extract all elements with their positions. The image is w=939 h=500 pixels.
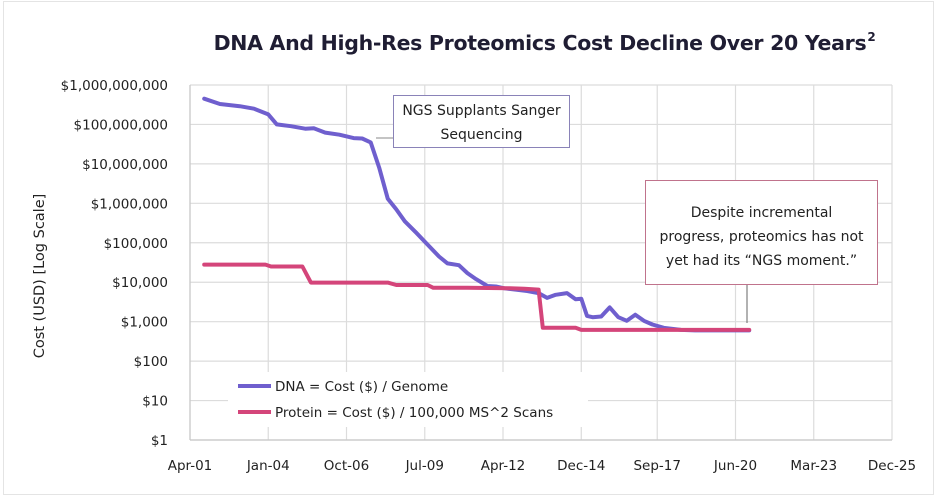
ngs-annotation-line2: Sequencing — [440, 127, 523, 143]
x-tick-label: Oct-06 — [324, 458, 369, 474]
legend: DNA = Cost ($) / Genome Protein = Cost ($… — [228, 372, 588, 427]
x-tick-label: Apr-01 — [168, 458, 213, 474]
y-tick-label: $1,000,000 — [91, 196, 168, 212]
ngs-annotation-box: NGS Supplants Sanger Sequencing — [393, 95, 570, 148]
chart-title: DNA And High-Res Proteomics Cost Decline… — [0, 30, 939, 55]
x-tick-label: Jan-04 — [246, 458, 290, 474]
proteomics-annotation-line2: progress, proteomics has not — [659, 229, 864, 245]
x-tick-label: Mar-23 — [790, 458, 837, 474]
y-tick-label: $100,000 — [104, 236, 168, 252]
legend-label-protein: Protein = Cost ($) / 100,000 MS^2 Scans — [275, 405, 553, 421]
proteomics-annotation-line3: yet had its “NGS moment.” — [665, 253, 858, 269]
series-lines — [202, 96, 752, 333]
y-tick-label: $1 — [151, 433, 168, 449]
y-axis-ticks: $1 $10 $100 $1,000 $10,000 $100,000 $1,000,000… — [61, 78, 168, 449]
proteomics-annotation-box: Despite incremental progress, proteomics… — [645, 180, 878, 285]
chart-title-text: DNA And High-Res Proteomics Cost Decline… — [213, 31, 867, 55]
title-footnote-marker: 2 — [867, 30, 876, 44]
y-tick-label: $1,000,000,000 — [61, 78, 168, 94]
y-tick-label: $10 — [142, 394, 168, 410]
x-tick-label: Sep-17 — [633, 458, 681, 474]
dna-cost-line — [202, 96, 752, 333]
x-tick-label: Jul-09 — [405, 458, 444, 474]
y-tick-label: $100,000,000 — [74, 117, 168, 133]
y-tick-label: $100 — [134, 354, 168, 370]
x-tick-label: Apr-12 — [481, 458, 526, 474]
x-tick-label: Dec-25 — [868, 458, 916, 474]
protein-cost-line — [202, 262, 752, 332]
x-tick-label: Jun-20 — [713, 458, 757, 474]
legend-label-dna: DNA = Cost ($) / Genome — [275, 379, 448, 395]
x-tick-label: Dec-14 — [557, 458, 605, 474]
legend-background — [228, 372, 588, 427]
x-axis-ticks: Apr-01 Jan-04 Oct-06 Jul-09 Apr-12 Dec-14 Sep-… — [168, 458, 916, 474]
y-tick-label: $1,000 — [121, 315, 168, 331]
y-tick-label: $10,000,000 — [82, 157, 168, 173]
ngs-annotation-line1: NGS Supplants Sanger — [402, 103, 561, 119]
proteomics-annotation-line1: Despite incremental — [690, 205, 833, 221]
y-tick-label: $10,000 — [112, 275, 168, 291]
